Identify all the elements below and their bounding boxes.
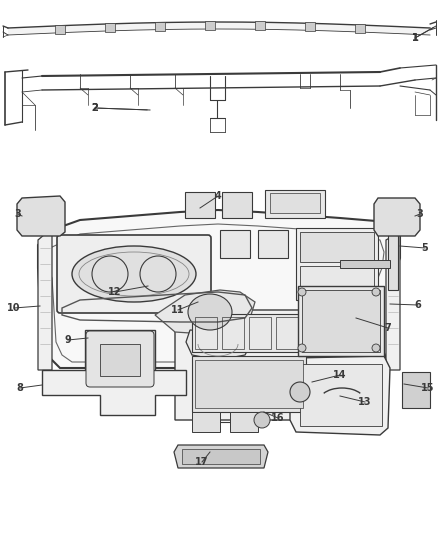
Bar <box>100 344 140 376</box>
Bar <box>388 235 398 290</box>
FancyBboxPatch shape <box>57 235 211 313</box>
Ellipse shape <box>72 246 196 302</box>
Bar <box>300 364 382 426</box>
Text: 3: 3 <box>417 209 424 219</box>
Text: 7: 7 <box>385 323 392 333</box>
Polygon shape <box>290 356 390 435</box>
Text: 17: 17 <box>195 457 209 467</box>
Bar <box>55 25 65 34</box>
Text: 8: 8 <box>17 383 24 393</box>
Bar <box>265 190 325 218</box>
Bar <box>355 24 365 33</box>
Polygon shape <box>374 198 420 236</box>
Polygon shape <box>38 210 400 368</box>
Text: 2: 2 <box>92 103 99 113</box>
Bar <box>185 192 215 218</box>
Bar <box>300 266 374 294</box>
Bar <box>195 360 303 408</box>
Bar <box>220 230 250 258</box>
Bar <box>270 193 320 213</box>
Bar <box>300 232 374 262</box>
Polygon shape <box>38 228 52 370</box>
FancyBboxPatch shape <box>86 331 154 387</box>
Bar <box>105 23 115 32</box>
Polygon shape <box>17 196 65 236</box>
Bar <box>195 317 217 349</box>
Text: 10: 10 <box>7 303 21 313</box>
Polygon shape <box>8 22 430 35</box>
Bar <box>249 317 271 349</box>
Ellipse shape <box>254 412 270 428</box>
Bar <box>182 449 260 464</box>
Bar <box>302 290 380 352</box>
Text: 3: 3 <box>14 209 21 219</box>
Bar <box>192 314 306 352</box>
Text: 5: 5 <box>422 243 428 253</box>
Ellipse shape <box>290 382 310 402</box>
Bar <box>298 286 384 356</box>
Bar <box>222 192 252 218</box>
Bar <box>85 330 155 388</box>
Text: 6: 6 <box>415 300 421 310</box>
Polygon shape <box>155 290 255 335</box>
Ellipse shape <box>372 288 380 296</box>
Text: 4: 4 <box>215 191 221 201</box>
Bar <box>340 260 390 268</box>
Bar <box>305 22 315 31</box>
Text: 11: 11 <box>171 305 185 315</box>
Ellipse shape <box>188 294 232 330</box>
Text: 1: 1 <box>412 33 418 43</box>
Polygon shape <box>174 445 268 468</box>
Bar <box>230 412 258 432</box>
Ellipse shape <box>298 344 306 352</box>
Text: 1: 1 <box>412 33 418 43</box>
Text: 14: 14 <box>333 370 347 380</box>
Polygon shape <box>175 310 323 420</box>
Bar <box>155 21 165 30</box>
Ellipse shape <box>372 344 380 352</box>
Polygon shape <box>186 328 252 360</box>
Polygon shape <box>42 370 186 415</box>
Ellipse shape <box>298 288 306 296</box>
Bar <box>276 317 298 349</box>
Text: 12: 12 <box>108 287 122 297</box>
Text: 16: 16 <box>271 413 285 423</box>
Text: 2: 2 <box>92 103 99 113</box>
Text: 9: 9 <box>65 335 71 345</box>
Bar <box>192 412 220 432</box>
Bar <box>205 21 215 30</box>
Bar <box>258 230 288 258</box>
Polygon shape <box>386 232 400 370</box>
Bar <box>296 228 378 300</box>
Bar <box>402 372 430 408</box>
Bar <box>222 317 244 349</box>
Bar <box>255 21 265 30</box>
Text: 15: 15 <box>421 383 435 393</box>
Bar <box>192 356 306 412</box>
Text: 13: 13 <box>358 397 372 407</box>
